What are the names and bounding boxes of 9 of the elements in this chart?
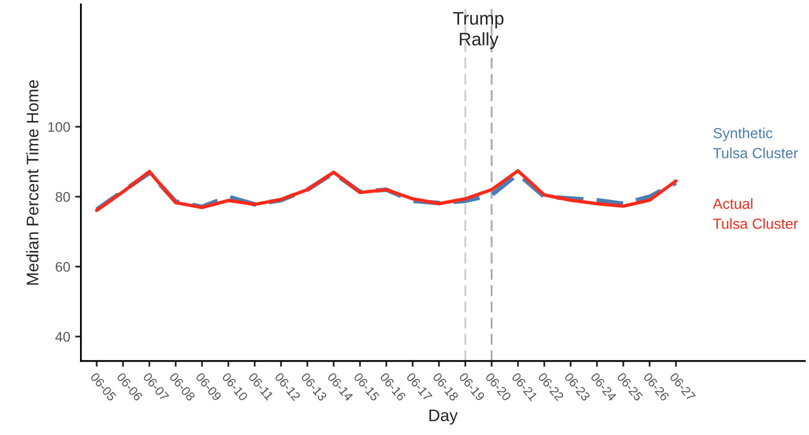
y-axis-title: Median Percent Time Home (26, 80, 38, 285)
y-tick-label: 80 (56, 192, 70, 202)
x-axis-title: Day (429, 410, 458, 425)
y-tick-label: 100 (48, 122, 70, 132)
text: Synthetic Tulsa Cluster (713, 128, 798, 158)
text: Actual Tulsa Cluster (712, 198, 798, 229)
y-tick-label: 60 (56, 262, 70, 272)
y-tick-label: 40 (55, 332, 70, 342)
annotation: Trump Rally (453, 12, 504, 50)
